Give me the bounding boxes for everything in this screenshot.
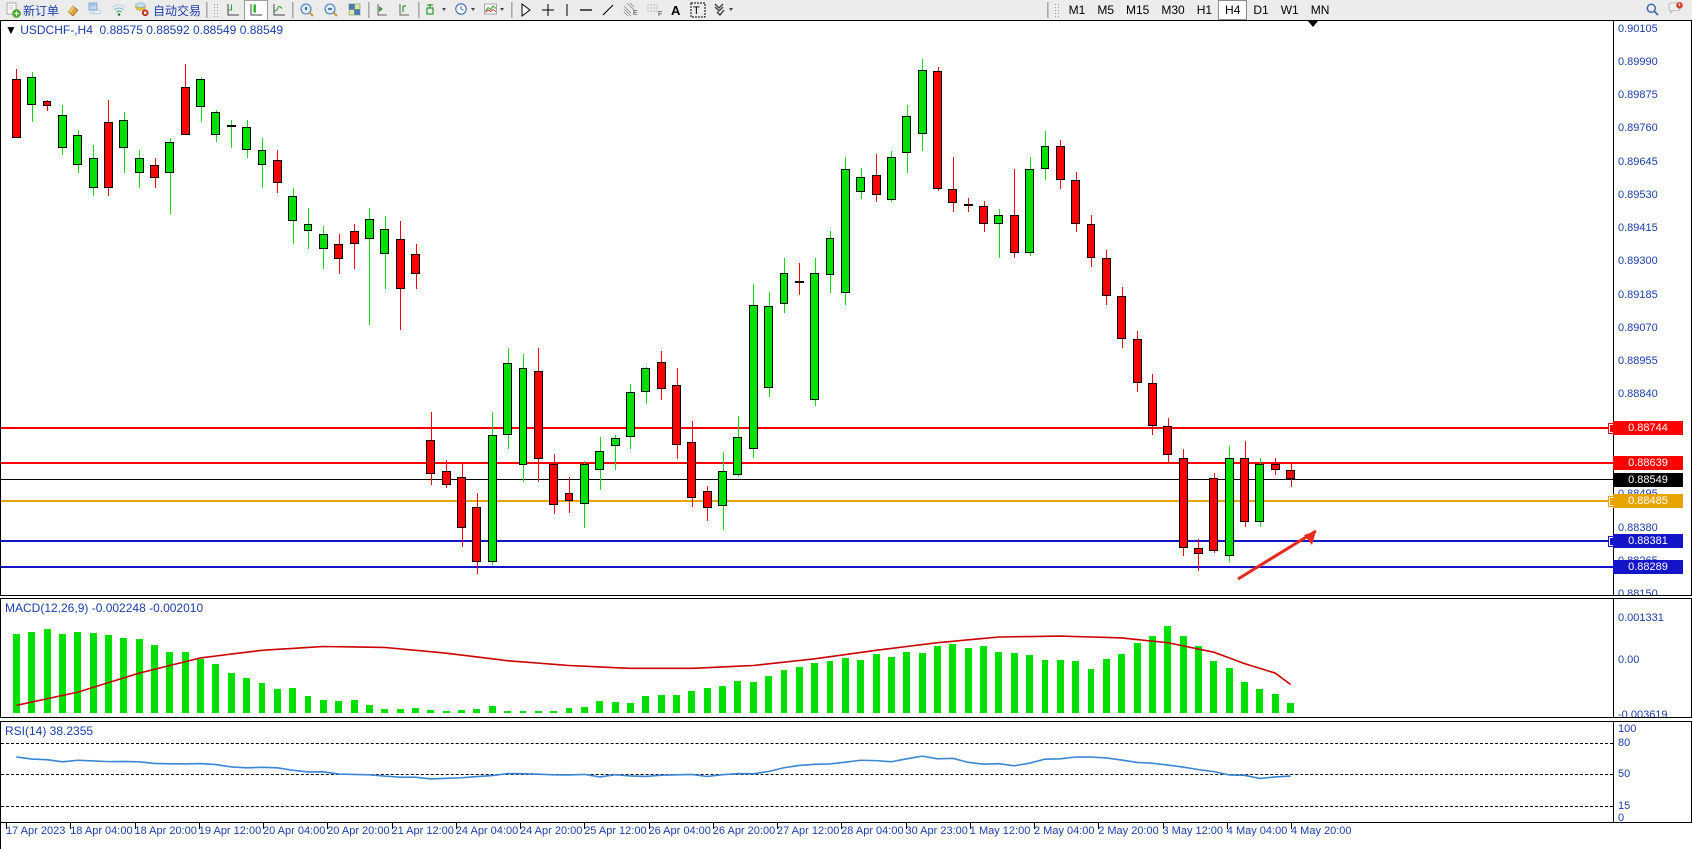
svg-text:T: T	[693, 5, 700, 17]
svg-text:F: F	[658, 11, 662, 18]
svg-text:A: A	[671, 3, 681, 18]
svg-text:E: E	[633, 10, 638, 17]
